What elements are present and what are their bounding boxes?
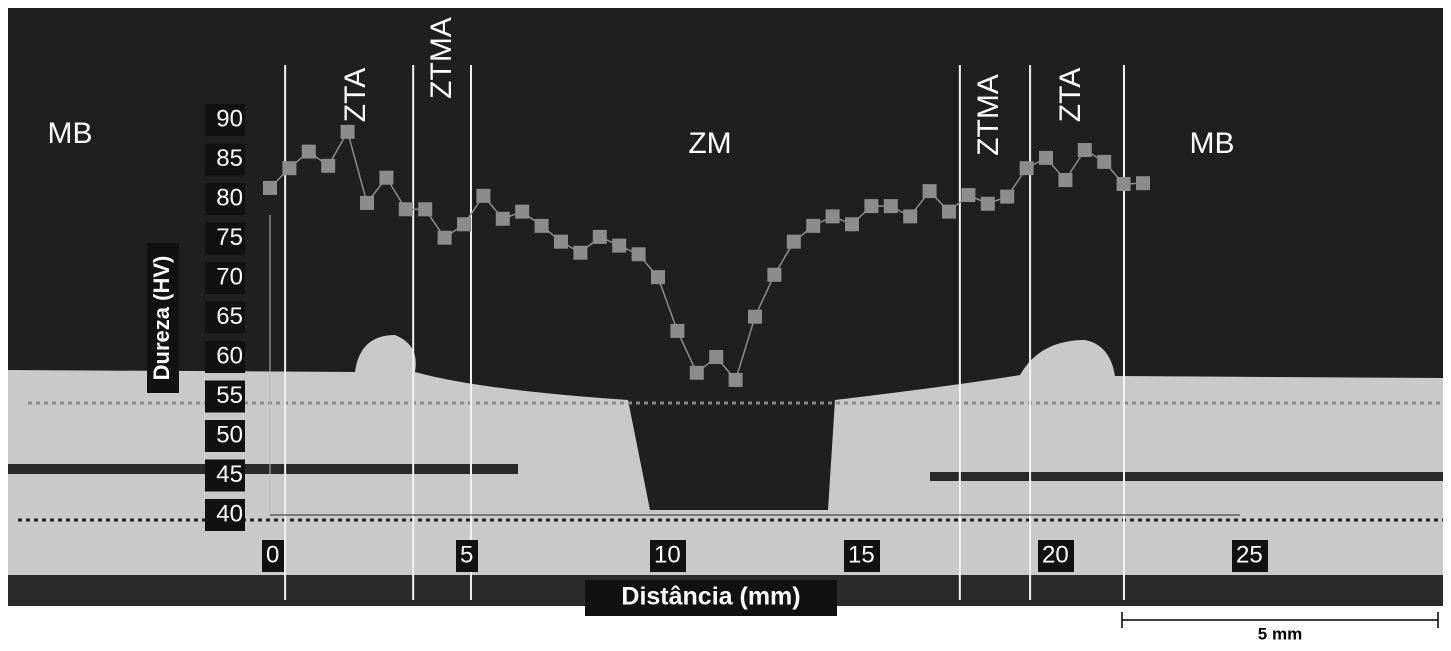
hardness-point <box>786 234 801 249</box>
hardness-point <box>942 204 956 219</box>
hardness-point <box>534 218 549 233</box>
x-tick-label: 25 <box>1236 541 1263 568</box>
y-tick-label: 75 <box>216 224 243 251</box>
hardness-point <box>980 196 995 211</box>
hardness-point <box>612 238 627 253</box>
x-tick-label: 5 <box>460 541 473 568</box>
zone-label: ZTA <box>339 68 372 122</box>
y-tick-label: 85 <box>216 145 243 172</box>
hardness-point <box>1077 143 1092 158</box>
tick-box <box>1232 540 1268 572</box>
tick-box <box>205 499 245 531</box>
zone-label: ZTMA <box>972 74 1005 156</box>
hardness-point <box>554 234 568 249</box>
y-tick-label: 40 <box>216 500 243 527</box>
tick-box <box>205 380 245 413</box>
hardness-point <box>437 230 452 245</box>
x-axis-label: Distância (mm) <box>621 583 800 611</box>
hardness-point <box>748 309 762 324</box>
y-tick-label: 70 <box>216 263 243 290</box>
hardness-point <box>631 247 646 262</box>
hardness-point <box>806 218 821 233</box>
hardness-point <box>379 170 394 185</box>
hardness-point <box>825 209 840 224</box>
hardness-point <box>1136 176 1150 191</box>
hardness-point <box>1058 173 1073 188</box>
hardness-point <box>1019 161 1034 176</box>
y-tick-label: 90 <box>216 105 243 132</box>
tick-box <box>205 104 245 136</box>
zone-label: ZTMA <box>425 17 458 99</box>
hardness-point <box>651 270 665 285</box>
hardness-point <box>592 229 607 244</box>
hardness-point <box>573 245 588 260</box>
hardness-line <box>269 129 1144 382</box>
hardness-point <box>767 267 782 282</box>
y-tick-label: 50 <box>216 421 243 448</box>
hardness-point <box>922 184 937 199</box>
tick-box <box>650 540 686 572</box>
y-tick-label: 65 <box>216 303 243 330</box>
y-tick-label: 60 <box>216 342 243 369</box>
x-tick-label: 0 <box>266 541 279 568</box>
tick-box <box>205 183 245 215</box>
hardness-point <box>418 202 433 217</box>
hardness-point <box>1097 154 1112 169</box>
y-tick-label: 80 <box>216 184 243 211</box>
y-axis-label: Dureza (HV) <box>149 256 174 381</box>
zone-label: MB <box>1190 127 1235 160</box>
hardness-point <box>1116 176 1131 191</box>
tick-box <box>1038 540 1074 572</box>
hardness-point <box>903 209 918 224</box>
zone-label: ZTA <box>1054 68 1087 122</box>
label-box <box>585 580 837 616</box>
hardness-point <box>495 211 510 226</box>
tick-box <box>844 540 880 572</box>
tick-box <box>205 420 245 452</box>
y-tick-label: 55 <box>216 382 243 409</box>
hardness-point <box>883 199 898 214</box>
label-box <box>147 243 179 393</box>
stripe <box>930 472 1443 481</box>
zone-label: MB <box>48 117 93 150</box>
hardness-point <box>1039 150 1053 165</box>
hardness-point <box>340 124 355 139</box>
hardness-point <box>864 199 879 214</box>
hardness-point <box>670 323 685 338</box>
x-tick-label: 10 <box>654 541 681 568</box>
hardness-point <box>728 372 743 387</box>
x-tick-label: 15 <box>848 541 875 568</box>
hardness-point <box>709 350 724 364</box>
hardness-point <box>961 188 976 203</box>
hardness-point <box>845 217 859 232</box>
hardness-point <box>689 365 704 380</box>
tick-box <box>205 301 245 334</box>
tick-box <box>205 262 245 294</box>
tick-box <box>205 222 245 255</box>
tick-box <box>456 540 478 572</box>
zone-label: ZM <box>688 127 731 160</box>
hardness-point <box>360 195 374 210</box>
hardness-point <box>476 188 491 203</box>
tick-box <box>205 143 245 176</box>
y-tick-label: 45 <box>216 461 243 488</box>
hardness-point <box>457 217 471 232</box>
tick-box <box>205 459 245 492</box>
hardness-point <box>398 202 413 217</box>
hardness-point <box>301 144 316 159</box>
hardness-point <box>321 158 336 173</box>
hardness-point <box>263 180 277 195</box>
tick-box <box>262 540 284 572</box>
weld-nugget <box>628 400 835 510</box>
tick-box <box>205 341 245 373</box>
hardness-point <box>1000 189 1015 204</box>
hardness-point <box>515 204 530 219</box>
stripe <box>8 464 518 474</box>
hardness-point <box>282 161 297 176</box>
scale-label: 5 mm <box>1258 624 1302 643</box>
x-tick-label: 20 <box>1042 541 1069 568</box>
